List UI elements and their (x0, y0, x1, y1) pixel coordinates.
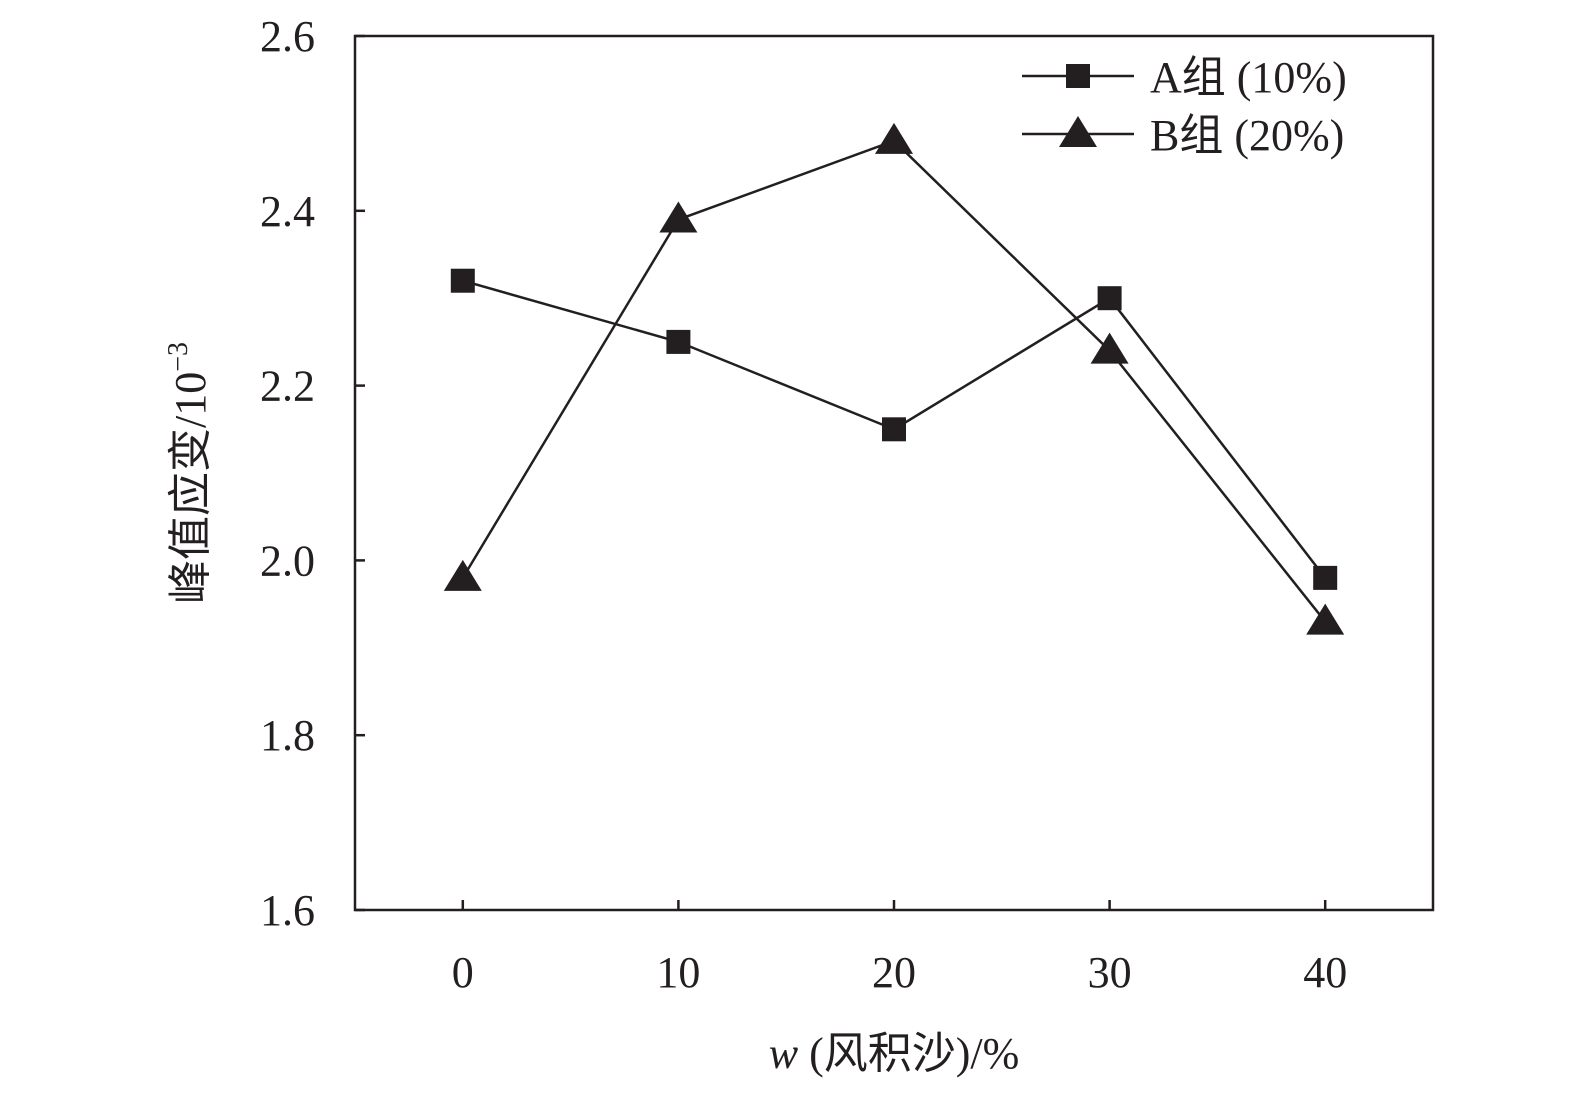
data-point-square (666, 329, 691, 354)
data-point-triangle (1306, 603, 1345, 635)
x-axis-label: w (风积沙)/% (769, 1029, 1020, 1078)
legend-marker-triangle (1059, 116, 1097, 147)
x-tick-label: 40 (1303, 948, 1347, 997)
x-tick-label: 10 (656, 948, 700, 997)
legend-label: A组 (10%) (1150, 53, 1347, 102)
data-point-triangle (1090, 332, 1129, 364)
y-axis-label: 峰值应变/10−3 (163, 342, 215, 604)
plot-frame (353, 34, 1435, 912)
data-point-square (1097, 286, 1122, 311)
y-tick-label: 2.0 (260, 536, 315, 585)
x-tick-label: 30 (1088, 948, 1132, 997)
x-tick-label: 0 (452, 948, 474, 997)
legend-item: B组 (20%) (1022, 111, 1344, 160)
data-point-triangle (659, 201, 698, 233)
legend-item: A组 (10%) (1022, 53, 1347, 102)
data-point-triangle (875, 122, 913, 154)
data-point-square (882, 417, 906, 442)
y-tick-label: 2.4 (260, 187, 315, 236)
legend-marker-square (1066, 64, 1090, 88)
y-tick-label: 2.6 (260, 12, 315, 61)
y-tick-label: 1.6 (260, 886, 315, 935)
data-point-square (450, 268, 475, 293)
legend-label: B组 (20%) (1150, 111, 1344, 160)
data-point-triangle (443, 559, 482, 591)
series-a (450, 268, 1338, 590)
series-b (443, 122, 1345, 635)
y-tick-label: 2.2 (260, 362, 315, 411)
data-point-square (1313, 565, 1338, 590)
x-tick-label: 20 (872, 948, 916, 997)
y-tick-label: 1.8 (260, 711, 315, 760)
series-line (461, 139, 1327, 623)
